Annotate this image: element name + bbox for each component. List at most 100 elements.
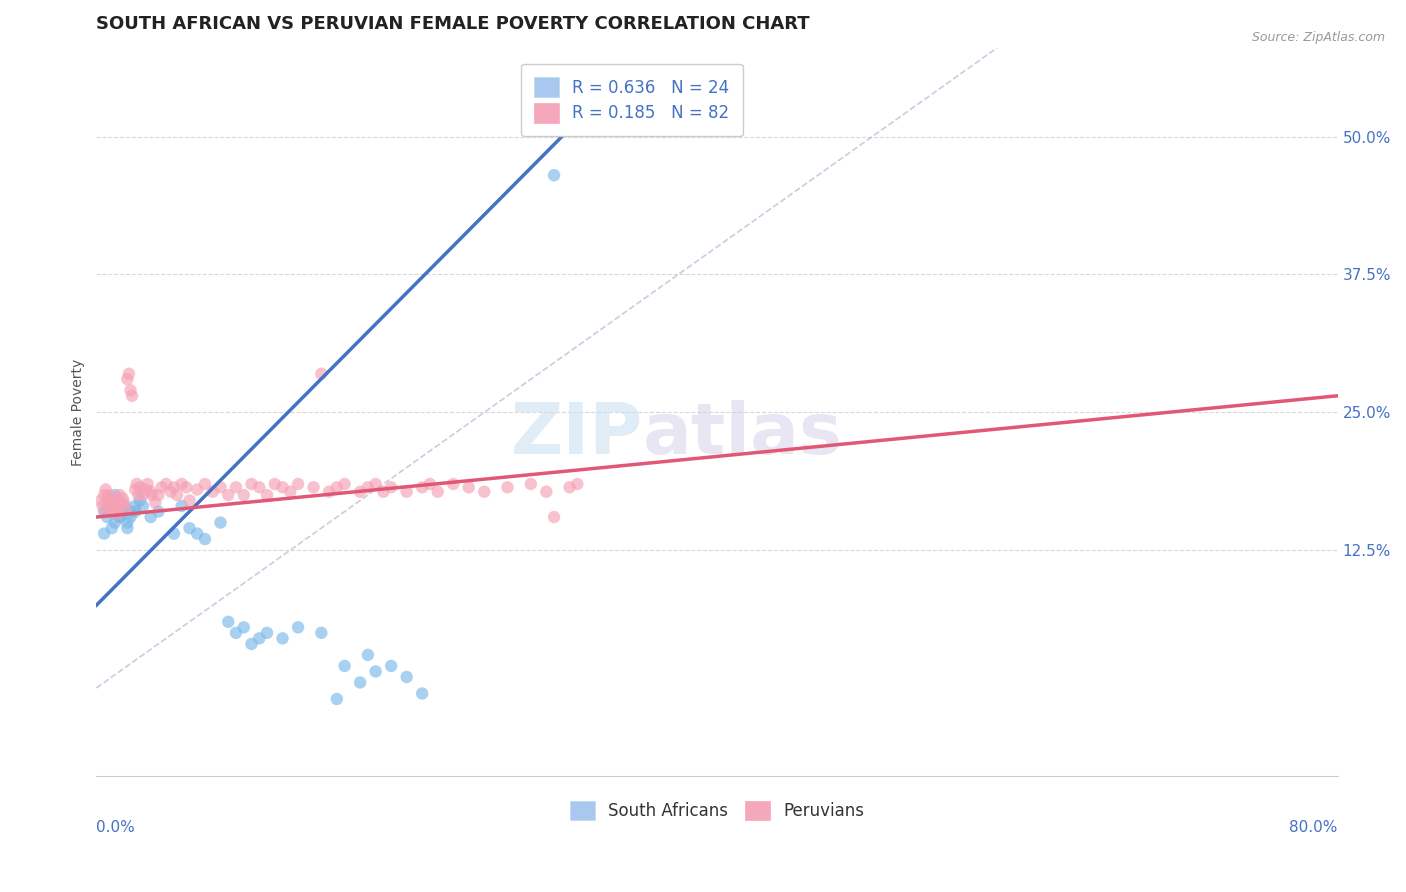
Point — [357, 480, 380, 494]
Point — [232, 488, 254, 502]
Point — [163, 480, 186, 494]
Point — [302, 480, 325, 494]
Point — [108, 510, 131, 524]
Point — [155, 477, 177, 491]
Point — [108, 488, 131, 502]
Point — [287, 477, 309, 491]
Point — [143, 496, 166, 510]
Point — [349, 484, 371, 499]
Point — [96, 510, 118, 524]
Point — [426, 484, 449, 499]
Point — [120, 510, 142, 524]
Point — [179, 521, 201, 535]
Point — [326, 692, 349, 706]
Point — [225, 625, 247, 640]
Point — [209, 516, 232, 530]
Point — [349, 675, 371, 690]
Point — [96, 493, 118, 508]
Point — [287, 620, 309, 634]
Point — [311, 367, 333, 381]
Point — [125, 477, 148, 491]
Point — [90, 493, 112, 508]
Point — [256, 625, 278, 640]
Point — [271, 632, 294, 646]
Point — [105, 493, 128, 508]
Point — [107, 507, 129, 521]
Point — [136, 477, 159, 491]
Point — [333, 477, 356, 491]
Point — [93, 504, 115, 518]
Point — [124, 499, 146, 513]
Point — [357, 648, 380, 662]
Point — [150, 480, 173, 494]
Point — [179, 493, 201, 508]
Point — [148, 488, 170, 502]
Point — [132, 488, 155, 502]
Point — [209, 480, 232, 494]
Point — [247, 632, 270, 646]
Point — [105, 499, 128, 513]
Point — [558, 480, 581, 494]
Point — [217, 615, 239, 629]
Point — [101, 521, 124, 535]
Point — [91, 499, 114, 513]
Point — [128, 493, 150, 508]
Y-axis label: Female Poverty: Female Poverty — [72, 359, 86, 466]
Point — [110, 499, 132, 513]
Point — [543, 510, 565, 524]
Point — [278, 484, 301, 499]
Text: SOUTH AFRICAN VS PERUVIAN FEMALE POVERTY CORRELATION CHART: SOUTH AFRICAN VS PERUVIAN FEMALE POVERTY… — [97, 15, 810, 33]
Point — [170, 499, 193, 513]
Point — [128, 480, 150, 494]
Point — [148, 504, 170, 518]
Point — [194, 477, 217, 491]
Text: Source: ZipAtlas.com: Source: ZipAtlas.com — [1251, 31, 1385, 45]
Point — [256, 488, 278, 502]
Point — [170, 477, 193, 491]
Point — [166, 488, 188, 502]
Point — [364, 477, 387, 491]
Point — [141, 488, 163, 502]
Point — [364, 665, 387, 679]
Point — [117, 521, 139, 535]
Point — [176, 480, 198, 494]
Point — [94, 504, 117, 518]
Point — [120, 504, 142, 518]
Text: 80.0%: 80.0% — [1289, 820, 1337, 835]
Point — [93, 526, 115, 541]
Text: ZIP: ZIP — [510, 400, 643, 468]
Point — [104, 488, 127, 502]
Point — [101, 491, 124, 506]
Point — [232, 620, 254, 634]
Point — [225, 480, 247, 494]
Point — [104, 516, 127, 530]
Point — [127, 488, 149, 502]
Point — [311, 625, 333, 640]
Point — [117, 516, 139, 530]
Point — [159, 484, 181, 499]
Point — [395, 484, 418, 499]
Point — [108, 510, 131, 524]
Point — [101, 504, 124, 518]
Point — [93, 488, 115, 502]
Point — [441, 477, 464, 491]
Point — [419, 477, 441, 491]
Point — [201, 484, 224, 499]
Point — [186, 483, 208, 497]
Point — [108, 496, 131, 510]
Point — [97, 499, 120, 513]
Point — [472, 484, 495, 499]
Text: atlas: atlas — [643, 400, 842, 468]
Point — [411, 686, 433, 700]
Point — [411, 480, 433, 494]
Point — [395, 670, 418, 684]
Point — [97, 488, 120, 502]
Point — [496, 480, 519, 494]
Point — [101, 493, 124, 508]
Point — [139, 484, 162, 499]
Point — [536, 484, 558, 499]
Point — [97, 499, 120, 513]
Point — [118, 367, 141, 381]
Point — [186, 526, 208, 541]
Point — [121, 389, 143, 403]
